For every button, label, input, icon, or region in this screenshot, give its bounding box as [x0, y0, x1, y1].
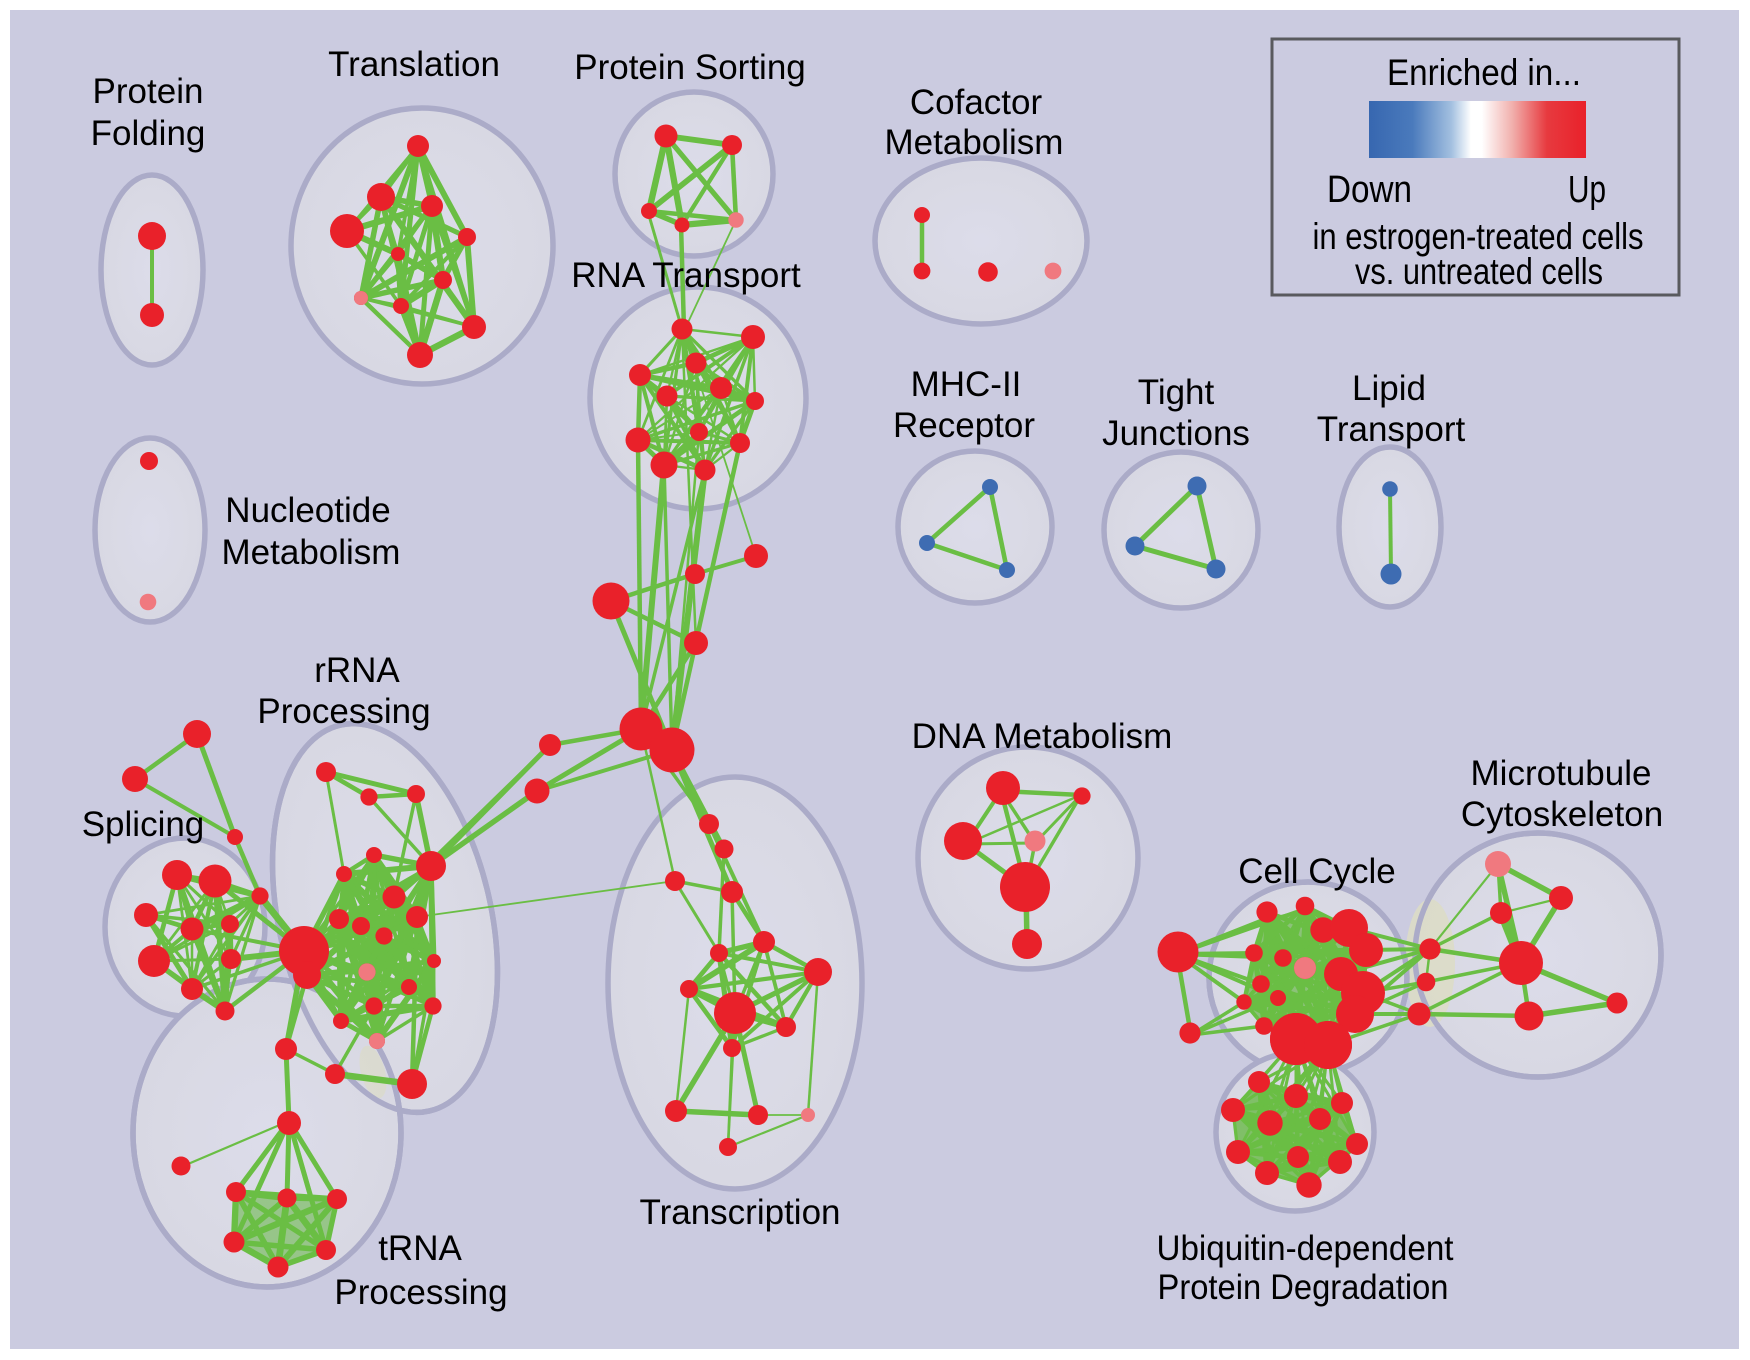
- svg-text:Splicing: Splicing: [82, 805, 205, 844]
- svg-text:tRNA: tRNA: [378, 1229, 462, 1268]
- svg-text:Up: Up: [1568, 169, 1606, 211]
- svg-text:MHC-II: MHC-II: [911, 365, 1022, 404]
- svg-text:Junctions: Junctions: [1102, 414, 1250, 453]
- svg-text:Protein Degradation: Protein Degradation: [1158, 1268, 1449, 1307]
- svg-text:in estrogen-treated cells: in estrogen-treated cells: [1313, 216, 1644, 257]
- svg-text:Translation: Translation: [328, 45, 500, 84]
- svg-text:Microtubule: Microtubule: [1471, 754, 1652, 793]
- svg-text:Processing: Processing: [257, 692, 430, 731]
- svg-text:Receptor: Receptor: [893, 406, 1035, 445]
- svg-text:Metabolism: Metabolism: [885, 123, 1064, 162]
- svg-text:Down: Down: [1327, 169, 1412, 211]
- svg-text:Processing: Processing: [334, 1273, 507, 1312]
- svg-text:Transcription: Transcription: [640, 1193, 841, 1232]
- svg-text:Metabolism: Metabolism: [222, 533, 401, 572]
- svg-text:Cofactor: Cofactor: [910, 83, 1043, 122]
- svg-text:Tight: Tight: [1138, 373, 1215, 412]
- svg-text:Nucleotide: Nucleotide: [225, 491, 390, 530]
- svg-text:Ubiquitin-dependent: Ubiquitin-dependent: [1157, 1229, 1454, 1268]
- svg-text:Cytoskeleton: Cytoskeleton: [1461, 795, 1663, 834]
- svg-text:Cell Cycle: Cell Cycle: [1238, 852, 1396, 891]
- svg-text:DNA Metabolism: DNA Metabolism: [912, 717, 1173, 756]
- svg-text:vs. untreated cells: vs. untreated cells: [1355, 251, 1603, 292]
- svg-text:Enriched in...: Enriched in...: [1387, 52, 1581, 93]
- svg-text:Transport: Transport: [1317, 410, 1466, 449]
- svg-text:rRNA: rRNA: [314, 651, 400, 690]
- svg-text:Folding: Folding: [91, 114, 206, 153]
- svg-text:Protein Sorting: Protein Sorting: [574, 48, 806, 87]
- svg-text:RNA Transport: RNA Transport: [571, 256, 801, 295]
- svg-text:Protein: Protein: [93, 72, 204, 111]
- svg-text:Lipid: Lipid: [1352, 369, 1426, 408]
